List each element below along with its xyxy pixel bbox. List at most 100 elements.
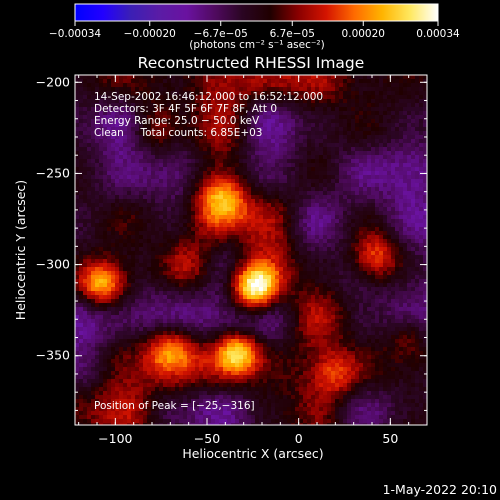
- heatmap-cell: [247, 155, 252, 160]
- heatmap-cell: [375, 187, 380, 192]
- heatmap-cell: [407, 111, 412, 116]
- heatmap-cell: [123, 107, 128, 112]
- heatmap-cell: [303, 283, 308, 288]
- heatmap-cell: [223, 255, 228, 260]
- heatmap-cell: [267, 107, 272, 112]
- heatmap-cell: [415, 215, 420, 220]
- heatmap-cell: [91, 95, 96, 100]
- heatmap-cell: [187, 179, 192, 184]
- heatmap-cell: [203, 275, 208, 280]
- heatmap-cell: [407, 163, 412, 168]
- heatmap-cell: [291, 111, 296, 116]
- heatmap-cell: [143, 87, 148, 92]
- heatmap-cell: [199, 275, 204, 280]
- heatmap-cell: [315, 175, 320, 180]
- heatmap-cell: [75, 275, 80, 280]
- heatmap-cell: [335, 207, 340, 212]
- heatmap-cell: [351, 259, 356, 264]
- heatmap-cell: [123, 279, 128, 284]
- heatmap-cell: [127, 259, 132, 264]
- heatmap-cell: [143, 95, 148, 100]
- heatmap-cell: [227, 283, 232, 288]
- heatmap-cell: [243, 83, 248, 88]
- heatmap-cell: [79, 219, 84, 224]
- heatmap-cell: [407, 203, 412, 208]
- heatmap-cell: [307, 127, 312, 132]
- heatmap-cell: [391, 163, 396, 168]
- heatmap-cell: [263, 135, 268, 140]
- heatmap-cell: [111, 87, 116, 92]
- heatmap-cell: [399, 207, 404, 212]
- heatmap-cell: [315, 235, 320, 240]
- heatmap-cell: [83, 263, 88, 268]
- heatmap-cell: [303, 191, 308, 196]
- heatmap-cell: [83, 75, 88, 80]
- heatmap-cell: [303, 223, 308, 228]
- heatmap-cell: [155, 251, 160, 256]
- heatmap-cell: [291, 283, 296, 288]
- heatmap-cell: [399, 183, 404, 188]
- heatmap-cell: [235, 207, 240, 212]
- heatmap-cell: [139, 147, 144, 152]
- heatmap-cell: [387, 195, 392, 200]
- heatmap-cell: [303, 159, 308, 164]
- heatmap-cell: [123, 147, 128, 152]
- heatmap-cell: [271, 199, 276, 204]
- heatmap-cell: [395, 195, 400, 200]
- heatmap-cell: [359, 95, 364, 100]
- heatmap-cell: [191, 107, 196, 112]
- heatmap-cell: [99, 155, 104, 160]
- heatmap-cell: [379, 207, 384, 212]
- heatmap-cell: [403, 287, 408, 292]
- heatmap-cell: [139, 283, 144, 288]
- heatmap-cell: [291, 215, 296, 220]
- heatmap-cell: [419, 147, 424, 152]
- heatmap-cell: [83, 107, 88, 112]
- heatmap-cell: [287, 95, 292, 100]
- heatmap-cell: [383, 287, 388, 292]
- heatmap-cell: [95, 287, 100, 292]
- heatmap-cell: [391, 247, 396, 252]
- heatmap-cell: [379, 199, 384, 204]
- heatmap-cell: [135, 183, 140, 188]
- heatmap-cell: [75, 163, 80, 168]
- heatmap-cell: [127, 147, 132, 152]
- heatmap-cell: [99, 107, 104, 112]
- heatmap-cell: [83, 139, 88, 144]
- heatmap-cell: [275, 111, 280, 116]
- heatmap-cell: [143, 99, 148, 104]
- heatmap-cell: [303, 131, 308, 136]
- heatmap-cell: [251, 211, 256, 216]
- heatmap-cell: [239, 191, 244, 196]
- heatmap-cell: [139, 79, 144, 84]
- heatmap-cell: [187, 187, 192, 192]
- heatmap-cell: [351, 167, 356, 172]
- heatmap-cell: [227, 163, 232, 168]
- heatmap-cell: [151, 91, 156, 96]
- heatmap-cell: [147, 111, 152, 116]
- heatmap-cell: [415, 263, 420, 268]
- heatmap-cell: [143, 187, 148, 192]
- heatmap-cell: [219, 115, 224, 120]
- heatmap-cell: [219, 175, 224, 180]
- heatmap-cell: [147, 295, 152, 300]
- heatmap-cell: [75, 75, 80, 80]
- heatmap-cell: [239, 259, 244, 264]
- heatmap-cell: [227, 231, 232, 236]
- heatmap-cell: [359, 235, 364, 240]
- heatmap-cell: [407, 99, 412, 104]
- heatmap-cell: [171, 123, 176, 128]
- heatmap-cell: [87, 287, 92, 292]
- heatmap-cell: [415, 267, 420, 272]
- heatmap-cell: [343, 87, 348, 92]
- heatmap-cell: [239, 163, 244, 168]
- heatmap-cell: [259, 203, 264, 208]
- heatmap-cell: [75, 167, 80, 172]
- heatmap-cell: [219, 231, 224, 236]
- heatmap-cell: [387, 243, 392, 248]
- heatmap-cell: [363, 231, 368, 236]
- heatmap-cell: [103, 115, 108, 120]
- heatmap-cell: [263, 179, 268, 184]
- heatmap-cell: [111, 235, 116, 240]
- heatmap-cell: [279, 247, 284, 252]
